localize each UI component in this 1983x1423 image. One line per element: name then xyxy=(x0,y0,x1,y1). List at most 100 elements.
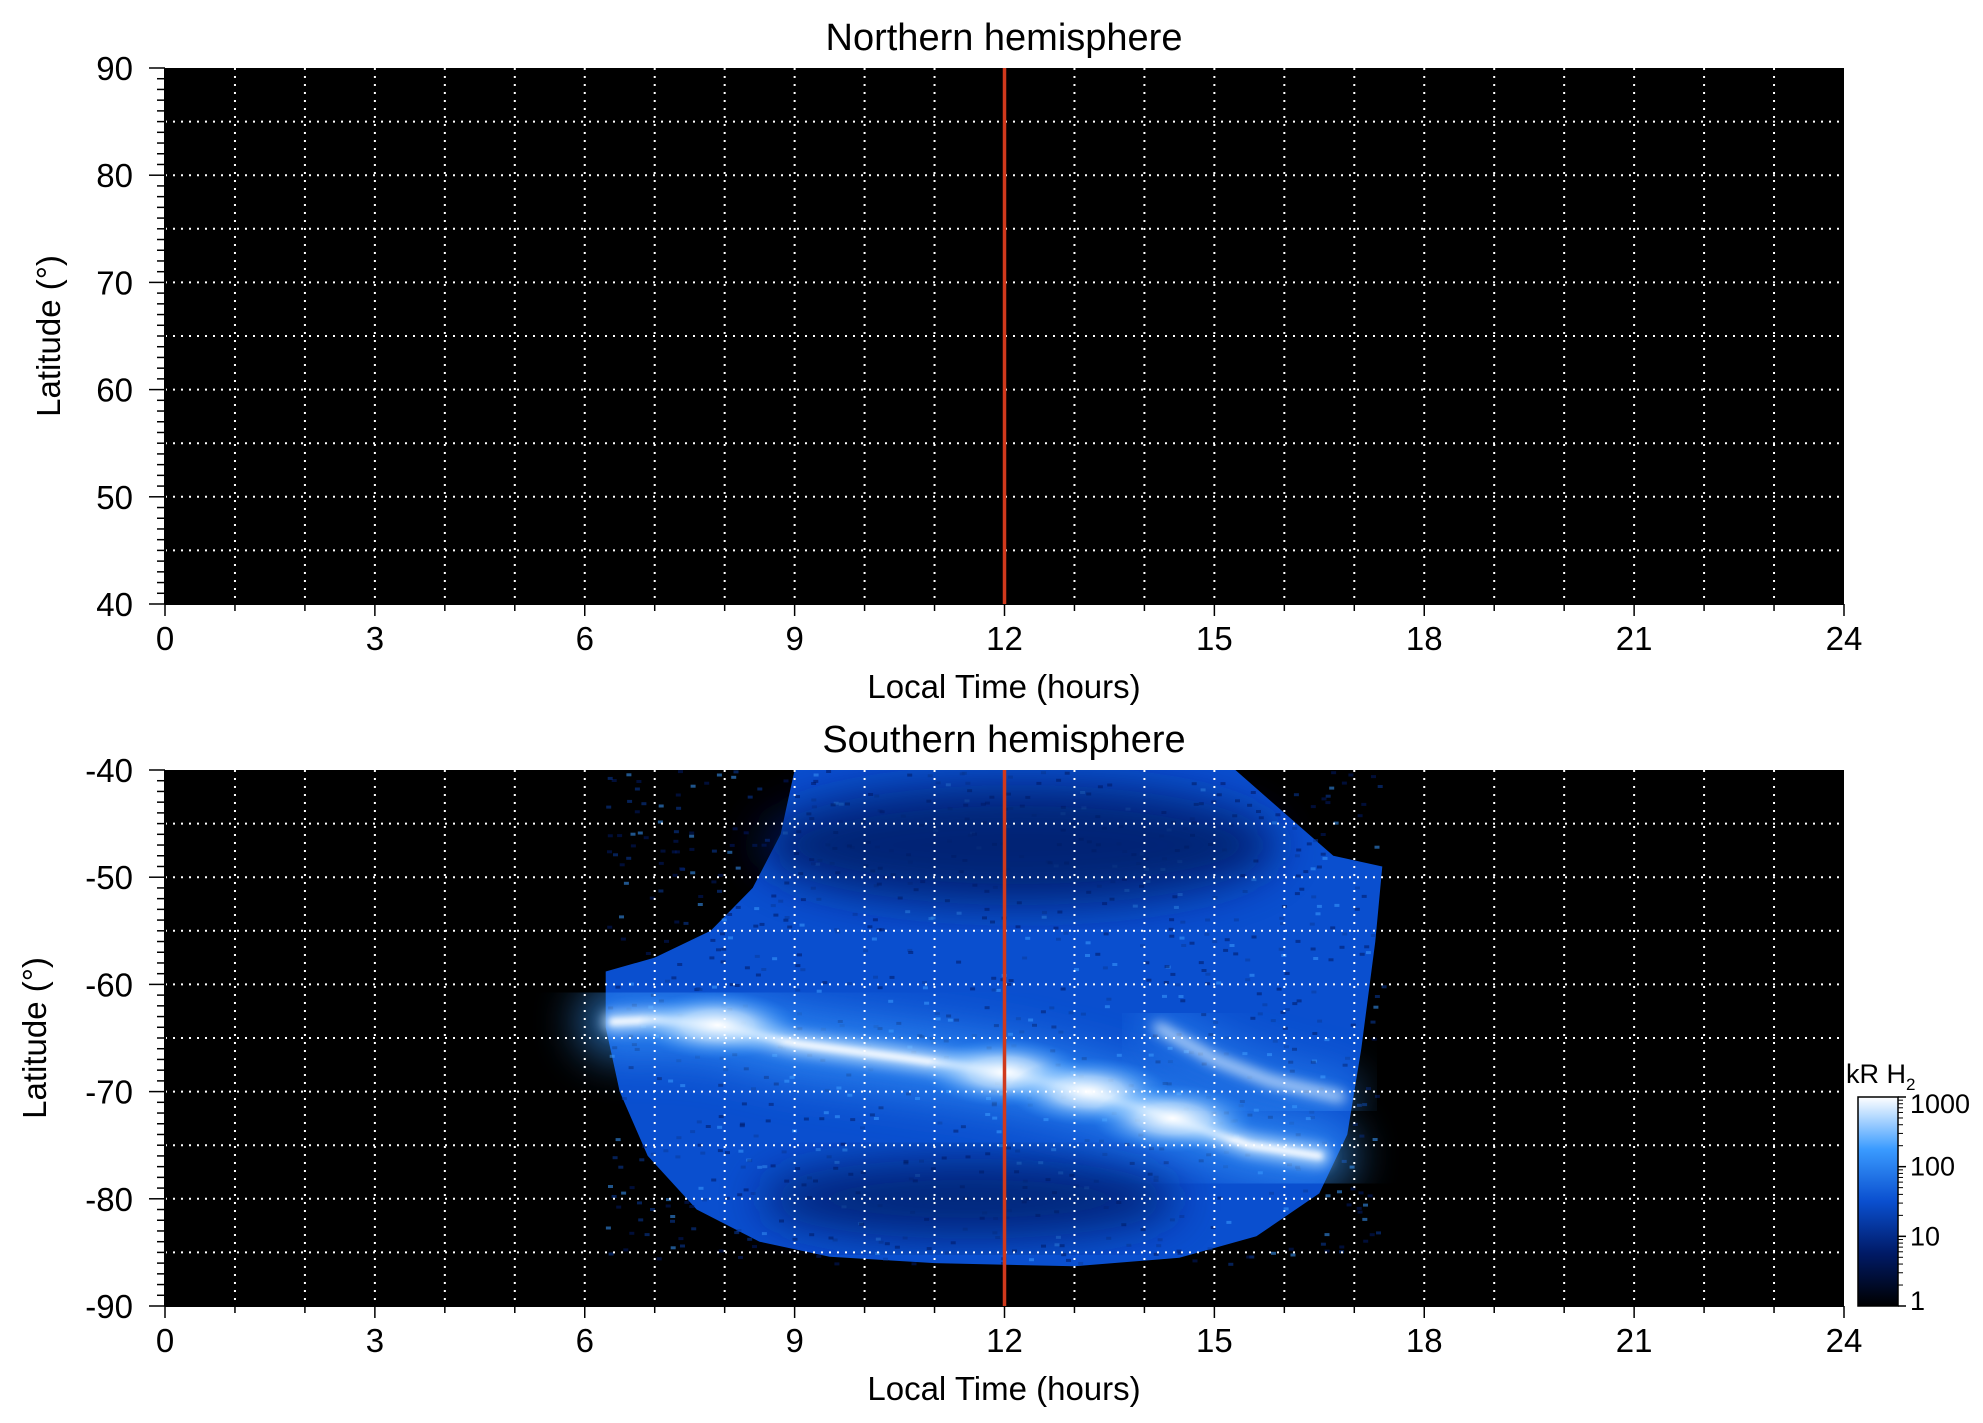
texture-speck xyxy=(1352,1123,1358,1126)
colorbar-label: kR H2 xyxy=(1846,1059,1915,1094)
texture-speck xyxy=(1116,1053,1122,1057)
texture-speck xyxy=(927,774,933,778)
texture-speck xyxy=(623,1248,629,1252)
texture-speck xyxy=(658,861,664,865)
texture-speck xyxy=(1325,801,1331,805)
texture-speck xyxy=(1095,952,1101,956)
colorbar-ticks: 1000 100 10 1 xyxy=(1898,1089,1970,1316)
texture-speck xyxy=(690,1130,696,1134)
x-tick-label: 0 xyxy=(156,1322,174,1359)
texture-speck xyxy=(1178,995,1184,998)
colorbar-tick-label: 10 xyxy=(1910,1221,1940,1251)
texture-speck xyxy=(660,849,666,853)
texture-speck xyxy=(1313,957,1319,960)
texture-speck xyxy=(1179,936,1185,940)
texture-speck xyxy=(761,1232,767,1236)
texture-speck xyxy=(672,873,678,877)
texture-speck xyxy=(1029,1258,1034,1262)
texture-speck xyxy=(680,1084,686,1088)
texture-speck xyxy=(696,1120,702,1124)
texture-speck xyxy=(1153,1178,1159,1182)
texture-speck xyxy=(738,1149,744,1153)
texture-speck xyxy=(1163,981,1169,984)
texture-speck xyxy=(1377,785,1383,788)
texture-speck xyxy=(747,1237,753,1241)
y-tick-label: -60 xyxy=(85,966,133,1003)
y-tick-label: 80 xyxy=(96,157,133,194)
texture-speck xyxy=(1104,1005,1110,1009)
texture-speck xyxy=(867,925,873,929)
texture-speck xyxy=(607,834,613,838)
texture-speck xyxy=(1294,854,1300,858)
x-tick-label: 24 xyxy=(1826,620,1863,657)
texture-speck xyxy=(1015,1149,1021,1153)
texture-speck xyxy=(907,773,913,777)
texture-speck xyxy=(1361,802,1367,806)
texture-speck xyxy=(1146,978,1152,982)
texture-speck xyxy=(1217,1196,1223,1200)
texture-speck xyxy=(1362,1103,1368,1107)
texture-speck xyxy=(956,911,962,915)
texture-speck xyxy=(828,1236,834,1240)
texture-speck xyxy=(1311,895,1317,899)
texture-speck xyxy=(1359,1134,1365,1138)
texture-speck xyxy=(680,1244,685,1248)
texture-speck xyxy=(644,1233,650,1237)
texture-speck xyxy=(1296,848,1302,852)
texture-speck xyxy=(1235,799,1240,803)
texture-speck xyxy=(1053,926,1059,930)
texture-speck xyxy=(935,1017,941,1021)
texture-speck xyxy=(1061,1253,1067,1257)
texture-speck xyxy=(1269,1191,1274,1195)
texture-speck xyxy=(959,772,965,776)
texture-speck xyxy=(1051,1148,1057,1152)
texture-speck xyxy=(608,1252,614,1256)
texture-speck xyxy=(847,1093,853,1097)
texture-speck xyxy=(1060,987,1066,991)
secondary-arc-core xyxy=(1153,1022,1346,1102)
texture-speck xyxy=(1168,927,1174,931)
texture-speck xyxy=(668,1079,674,1083)
texture-speck xyxy=(744,966,750,970)
texture-speck xyxy=(717,1149,723,1153)
texture-speck xyxy=(926,1247,932,1251)
south-axes: 0 3 6 9 12 15 18 21 24 -40 -50 -60 -70 -80 -90 xyxy=(85,752,1862,1359)
y-tick-label: 50 xyxy=(96,479,133,516)
texture-speck xyxy=(1078,1261,1084,1265)
texture-speck xyxy=(650,1152,656,1156)
texture-speck xyxy=(702,1198,707,1202)
texture-speck xyxy=(718,1115,724,1119)
texture-speck xyxy=(1299,887,1305,891)
texture-speck xyxy=(1284,1008,1290,1012)
texture-speck xyxy=(1282,1026,1288,1030)
texture-speck xyxy=(616,1205,622,1209)
texture-speck xyxy=(630,832,636,836)
texture-speck xyxy=(985,1113,991,1116)
texture-speck xyxy=(799,923,805,927)
texture-speck xyxy=(815,1148,821,1152)
south-y-label: Latitude (°) xyxy=(16,957,53,1119)
texture-speck xyxy=(1267,1053,1272,1057)
texture-speck xyxy=(868,793,874,796)
texture-speck xyxy=(1321,797,1327,801)
texture-speck xyxy=(1176,1249,1182,1253)
texture-speck xyxy=(772,957,778,961)
texture-speck xyxy=(617,834,623,838)
texture-speck xyxy=(1374,995,1380,998)
texture-speck xyxy=(1256,992,1262,996)
texture-speck xyxy=(884,1242,890,1246)
texture-speck xyxy=(670,1246,676,1250)
texture-speck xyxy=(1292,1047,1297,1051)
texture-speck xyxy=(737,1193,743,1197)
texture-speck xyxy=(784,1079,790,1083)
texture-speck xyxy=(1207,1247,1213,1251)
texture-speck xyxy=(834,1262,840,1266)
texture-speck xyxy=(922,981,928,984)
texture-speck xyxy=(1007,775,1013,779)
texture-speck xyxy=(1204,982,1210,986)
texture-speck xyxy=(656,1077,662,1081)
texture-speck xyxy=(606,805,612,809)
texture-speck xyxy=(741,1102,747,1106)
texture-speck xyxy=(826,770,832,773)
texture-speck xyxy=(643,836,649,840)
